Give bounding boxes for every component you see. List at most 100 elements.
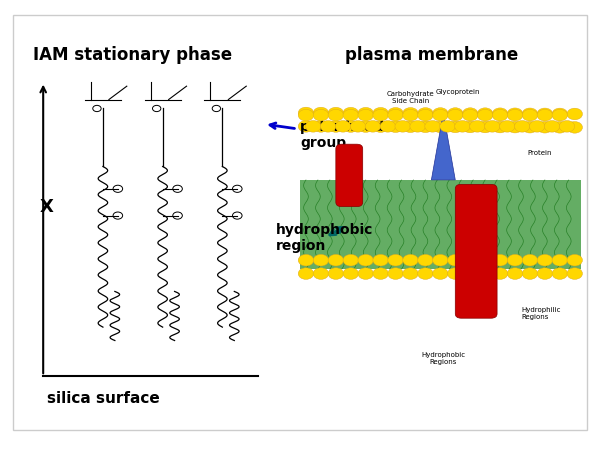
Circle shape [233, 212, 242, 219]
Circle shape [522, 121, 538, 133]
Circle shape [552, 255, 568, 266]
Circle shape [365, 120, 380, 132]
Circle shape [552, 110, 568, 121]
Circle shape [463, 110, 478, 121]
Circle shape [373, 121, 388, 132]
Circle shape [418, 121, 433, 132]
Circle shape [403, 108, 418, 119]
Circle shape [388, 121, 403, 132]
Circle shape [493, 110, 508, 121]
Circle shape [418, 110, 433, 121]
Circle shape [403, 255, 418, 266]
Circle shape [388, 110, 403, 121]
Circle shape [410, 120, 425, 132]
Circle shape [448, 121, 463, 133]
Circle shape [425, 120, 440, 132]
Text: Glycoprotein: Glycoprotein [436, 89, 481, 95]
Circle shape [463, 121, 478, 133]
Circle shape [552, 268, 568, 279]
Circle shape [493, 255, 508, 266]
Circle shape [537, 108, 553, 120]
Circle shape [463, 108, 478, 119]
Circle shape [358, 107, 373, 119]
Circle shape [358, 255, 373, 266]
Circle shape [455, 120, 470, 132]
Circle shape [113, 212, 122, 219]
Circle shape [373, 107, 388, 119]
Circle shape [493, 121, 508, 133]
Circle shape [478, 268, 493, 279]
Circle shape [313, 268, 329, 279]
Circle shape [305, 120, 321, 132]
Circle shape [433, 108, 448, 119]
Circle shape [343, 255, 359, 266]
Circle shape [358, 268, 373, 279]
Circle shape [499, 120, 515, 132]
Circle shape [403, 121, 418, 132]
Circle shape [478, 255, 493, 266]
Circle shape [433, 110, 448, 121]
Circle shape [328, 255, 344, 266]
Circle shape [567, 268, 583, 279]
Circle shape [418, 268, 433, 279]
Circle shape [552, 122, 568, 133]
Circle shape [298, 107, 314, 119]
Circle shape [537, 255, 553, 266]
Circle shape [493, 108, 508, 119]
Circle shape [298, 110, 314, 121]
Circle shape [448, 268, 463, 279]
Text: Carbohydrate
Side Chain: Carbohydrate Side Chain [386, 91, 434, 104]
Circle shape [507, 108, 523, 119]
Circle shape [478, 121, 493, 133]
Text: IAM stationary phase: IAM stationary phase [33, 46, 232, 64]
Circle shape [478, 110, 493, 121]
Circle shape [522, 255, 538, 266]
Circle shape [173, 212, 182, 219]
Circle shape [93, 106, 101, 112]
Circle shape [358, 121, 373, 132]
Circle shape [470, 120, 485, 132]
Circle shape [320, 120, 336, 132]
Circle shape [485, 120, 500, 132]
Circle shape [537, 268, 553, 279]
Circle shape [298, 120, 314, 132]
Text: Hydrophilic
Regions: Hydrophilic Regions [521, 307, 560, 320]
Circle shape [328, 268, 344, 279]
Circle shape [212, 106, 221, 112]
Polygon shape [431, 113, 455, 180]
Circle shape [522, 110, 538, 121]
Circle shape [433, 268, 448, 279]
Circle shape [343, 268, 359, 279]
Circle shape [113, 185, 122, 192]
Circle shape [463, 255, 478, 266]
Circle shape [507, 110, 523, 121]
Circle shape [373, 255, 388, 266]
Circle shape [403, 110, 418, 121]
Text: Protein: Protein [527, 150, 551, 156]
Circle shape [552, 108, 568, 120]
Circle shape [395, 120, 410, 132]
Circle shape [173, 185, 182, 192]
Circle shape [537, 121, 553, 133]
Circle shape [493, 268, 508, 279]
Circle shape [328, 107, 344, 119]
Circle shape [537, 110, 553, 121]
Circle shape [313, 121, 329, 132]
Circle shape [448, 108, 463, 119]
Text: silica surface: silica surface [47, 391, 159, 406]
Circle shape [233, 185, 242, 192]
Circle shape [559, 120, 575, 132]
Circle shape [373, 110, 388, 121]
Circle shape [567, 108, 583, 120]
Circle shape [350, 120, 365, 132]
Circle shape [328, 121, 344, 132]
Text: hydrophobic
region: hydrophobic region [276, 223, 373, 253]
Circle shape [418, 255, 433, 266]
Circle shape [440, 120, 455, 132]
Circle shape [522, 268, 538, 279]
Circle shape [152, 106, 161, 112]
Circle shape [343, 110, 359, 121]
Circle shape [298, 268, 314, 279]
Text: X: X [39, 198, 53, 216]
Circle shape [343, 121, 359, 132]
